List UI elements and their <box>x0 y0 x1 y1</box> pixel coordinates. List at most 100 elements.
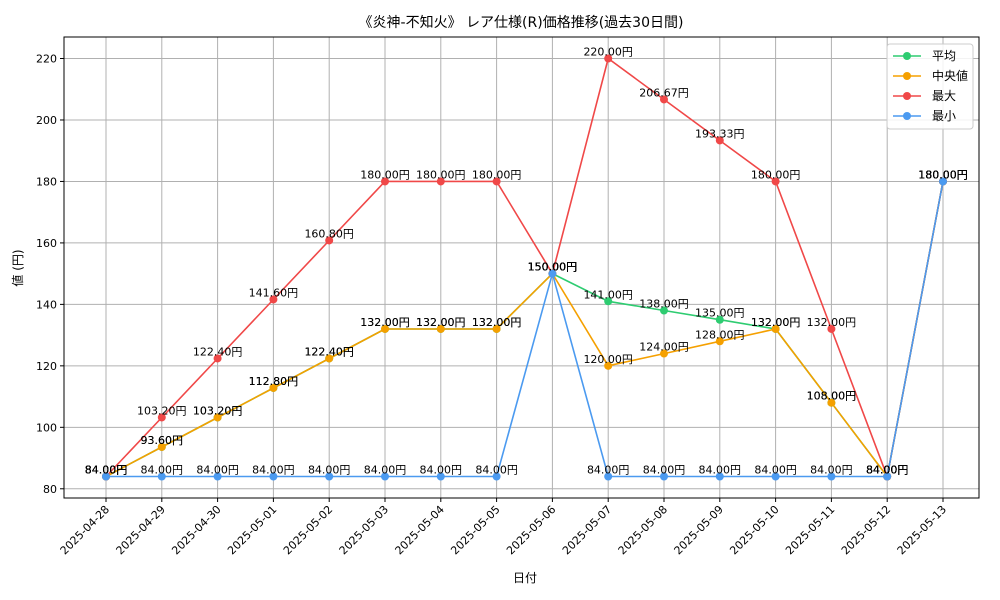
data-point <box>213 354 222 363</box>
x-tick-label: 2025-05-09 <box>672 503 726 557</box>
data-label: 112.80円 <box>249 375 299 388</box>
data-point <box>269 295 278 304</box>
data-label: 84.00円 <box>475 463 518 476</box>
data-label: 84.00円 <box>420 463 463 476</box>
data-label: 103.20円 <box>137 404 187 417</box>
data-point <box>325 236 334 245</box>
x-tick-label: 2025-05-05 <box>448 503 502 557</box>
data-label: 150.00円 <box>528 261 578 274</box>
x-axis-label: 日付 <box>513 571 537 585</box>
data-point <box>213 472 222 481</box>
data-point <box>604 54 613 63</box>
x-tick-label: 2025-05-04 <box>393 503 447 557</box>
data-point <box>771 177 780 186</box>
data-label: 84.00円 <box>308 463 351 476</box>
y-axis-label: 値 (円) <box>10 249 25 286</box>
legend-label: 最大 <box>932 89 956 103</box>
data-point <box>883 472 892 481</box>
legend-label: 中央値 <box>932 68 968 83</box>
x-tick-labels: 2025-04-28 2025-04-29 2025-04-30 2025-05-01… <box>58 498 949 557</box>
data-point <box>660 95 668 104</box>
series-line <box>106 181 944 478</box>
plot-frame <box>63 36 980 499</box>
data-label: 128.00円 <box>695 328 745 341</box>
data-label: 220.00円 <box>583 46 633 59</box>
data-point <box>325 472 334 481</box>
data-label: 180.00円 <box>751 168 801 181</box>
data-point <box>827 324 836 333</box>
data-point <box>157 413 166 422</box>
data-point <box>325 354 334 363</box>
data-label: 122.40円 <box>304 345 354 358</box>
data-label: 132.00円 <box>416 316 466 329</box>
series-line <box>105 181 944 479</box>
y-tick-label: 140 <box>36 298 57 311</box>
data-label: 84.00円 <box>643 463 686 476</box>
data-label: 150.00円 <box>528 261 578 274</box>
data-point <box>827 472 836 481</box>
legend-marker <box>903 72 911 80</box>
data-label: 84.00円 <box>699 463 742 476</box>
x-tick-label: 2025-05-12 <box>839 503 893 557</box>
y-tick-label: 220 <box>36 53 57 66</box>
grid <box>64 37 979 498</box>
data-label: 132.00円 <box>751 316 801 329</box>
data-label: 84.00円 <box>85 463 128 476</box>
series-4 <box>102 177 947 481</box>
legend-marker <box>903 52 911 60</box>
data-point <box>381 472 389 481</box>
x-tick-label: 2025-05-01 <box>225 503 279 557</box>
data-point <box>157 472 166 481</box>
data-label: 84.00円 <box>364 463 407 476</box>
data-label: 84.00円 <box>85 463 128 476</box>
data-point <box>715 337 724 346</box>
legend-label: 平均 <box>932 49 956 63</box>
data-label: 135.00円 <box>695 307 745 320</box>
data-label: 108.00円 <box>807 390 857 403</box>
data-point <box>381 177 389 186</box>
data-point <box>604 297 613 306</box>
data-label: 84.00円 <box>252 463 295 476</box>
y-tick-label: 160 <box>36 237 57 250</box>
data-label: 132.00円 <box>360 316 410 329</box>
data-label: 180.00円 <box>472 168 522 181</box>
data-label: 84.00円 <box>754 463 797 476</box>
data-label: 180.00円 <box>918 168 968 181</box>
data-label: 132.00円 <box>416 316 466 329</box>
data-label: 103.20円 <box>193 404 243 417</box>
data-label: 120.00円 <box>583 353 633 366</box>
data-label: 122.40円 <box>304 345 354 358</box>
data-label: 150.00円 <box>528 261 578 274</box>
data-label: 84.00円 <box>866 463 909 476</box>
data-label: 150.00円 <box>528 261 578 274</box>
data-label: 132.00円 <box>360 316 410 329</box>
x-tick-label: 2025-05-10 <box>727 503 781 557</box>
data-point <box>827 398 836 407</box>
x-tick-label: 2025-05-11 <box>783 503 837 557</box>
series-line <box>105 57 944 480</box>
data-point <box>492 472 501 481</box>
data-point <box>436 472 445 481</box>
y-tick-labels: 80 100 120 140 160 180 200 220 <box>36 53 64 496</box>
data-point <box>381 324 389 333</box>
data-label: 124.00円 <box>639 341 689 354</box>
data-label: 138.00円 <box>639 298 689 311</box>
data-label: 180.00円 <box>918 168 968 181</box>
data-label: 84.00円 <box>866 463 909 476</box>
y-tick-label: 200 <box>36 114 57 127</box>
data-labels: 84.00円 93.60円 103.20円 112.80円 122.40円 132.00円… <box>85 46 968 477</box>
data-label: 180.00円 <box>918 168 968 181</box>
y-tick-label: 100 <box>36 421 57 434</box>
data-point <box>939 177 947 186</box>
data-label: 193.33円 <box>695 127 745 140</box>
data-label: 132.00円 <box>472 316 522 329</box>
y-tick-label: 80 <box>43 483 57 496</box>
data-label: 84.00円 <box>141 463 184 476</box>
data-label: 122.40円 <box>193 345 243 358</box>
x-tick-label: 2025-04-30 <box>169 503 223 557</box>
x-tick-label: 2025-05-07 <box>560 503 614 557</box>
data-point <box>157 442 166 451</box>
series-layer <box>102 54 947 481</box>
